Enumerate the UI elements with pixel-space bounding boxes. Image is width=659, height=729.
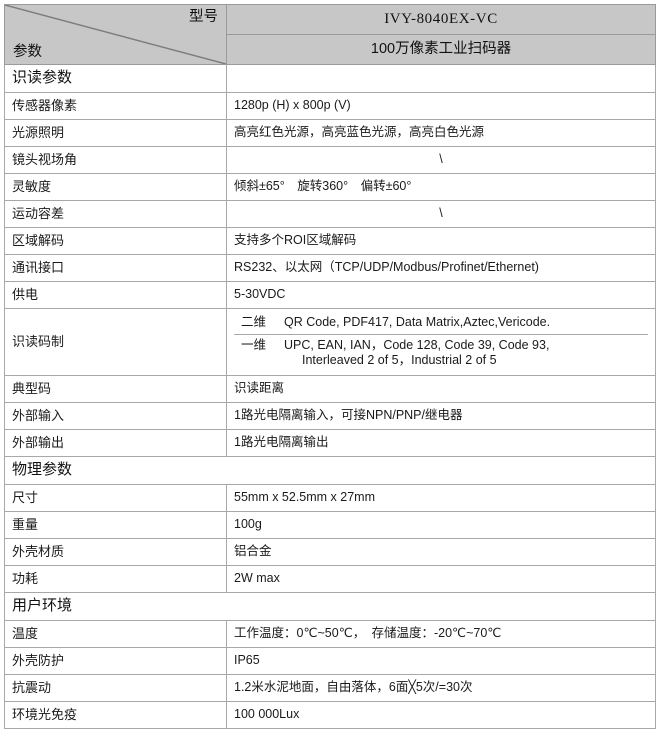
row-label: 功耗 (4, 564, 227, 593)
row-value: 1280p (H) x 800p (V) (226, 92, 656, 120)
row-value: 100 000Lux (226, 700, 656, 729)
table-row: 温度 工作温度：0℃~50℃， 存储温度：-20℃~70℃ (4, 619, 656, 648)
table-row: 光源照明 高亮红色光源，高亮蓝色光源，高亮白色光源 (4, 119, 656, 147)
row-value: RS232、以太网（TCP/UDP/Modbus/Profinet/Ethern… (226, 254, 656, 282)
table-row: 抗震动 1.2米水泥地面，自由落体，6面╳5次/=30次 (4, 673, 656, 702)
symbology-table: 二维 QR Code, PDF417, Data Matrix,Aztec,Ver… (234, 312, 648, 372)
symbology-list: QR Code, PDF417, Data Matrix,Aztec,Veric… (277, 312, 648, 335)
table-row: 镜头视场角 \ (4, 146, 656, 174)
row-label: 温度 (4, 619, 227, 648)
table-row: 外部输出 1路光电隔离输出 (4, 428, 656, 457)
table-row: 外壳防护 IP65 (4, 646, 656, 675)
symbology-line: QR Code, PDF417, Data Matrix,Aztec,Veric… (284, 315, 551, 329)
row-value: \ (226, 200, 656, 228)
row-label: 外壳防护 (4, 646, 227, 675)
symbology-line: UPC, EAN, IAN，Code 128, Code 39, Code 93… (284, 337, 550, 352)
table-row: 区域解码 支持多个ROI区域解码 (4, 227, 656, 255)
table-row: 重量 100g (4, 510, 656, 539)
table-header-row-subtitle: 100万像素工业扫码器 (5, 34, 656, 65)
row-label: 环境光免疫 (4, 700, 227, 729)
header-corner-cell: 型号参数 (4, 4, 227, 65)
row-value: 支持多个ROI区域解码 (226, 227, 656, 255)
table-row: 通讯接口 RS232、以太网（TCP/UDP/Modbus/Profinet/Et… (4, 254, 656, 282)
row-label: 区域解码 (4, 227, 227, 255)
row-label: 典型码 (4, 374, 227, 403)
table-row: 运动容差 \ (4, 200, 656, 228)
table-row: 灵敏度 倾斜±65° 旋转360° 偏转±60° (4, 173, 656, 201)
row-label: 外部输出 (4, 428, 227, 457)
specification-table: 型号 参数 IVY-8040EX-VC 100万像素工业扫码器 识读参数 传感器像素 12… (4, 4, 656, 729)
row-label: 传感器像素 (4, 92, 227, 120)
row-value: \ (226, 146, 656, 174)
row-label: 镜头视场角 (4, 146, 227, 174)
row-value: 高亮红色光源，高亮蓝色光源，高亮白色光源 (226, 119, 656, 147)
row-label: 外部输入 (4, 401, 227, 430)
row-label: 尺寸 (4, 483, 227, 512)
section-title-spacer (226, 64, 656, 93)
row-value: 2W max (226, 564, 656, 593)
section-title-row: 用户环境 (4, 591, 656, 621)
section-title: 识读参数 (4, 64, 227, 93)
row-value: 55mm x 52.5mm x 27mm (226, 483, 656, 512)
section-title: 物理参数 (4, 455, 656, 485)
symbology-row: 二维 QR Code, PDF417, Data Matrix,Aztec,Ver… (234, 312, 648, 335)
row-value: 倾斜±65° 旋转360° 偏转±60° (226, 173, 656, 201)
symbology-dimension: 一维 (234, 334, 277, 372)
row-value: 识读距离 (226, 374, 656, 403)
table-row: 传感器像素 1280p (H) x 800p (V) (4, 92, 656, 120)
row-value: 100g (226, 510, 656, 539)
header-subtitle-value: 100万像素工业扫码器 (226, 34, 656, 65)
table-row: 功耗 2W max (4, 564, 656, 593)
diagonal-divider-icon (5, 5, 226, 64)
symbology-list: UPC, EAN, IAN，Code 128, Code 39, Code 93… (277, 334, 648, 372)
table-row: 外壳材质 铝合金 (4, 537, 656, 566)
section-title-row: 物理参数 (4, 455, 656, 485)
row-label: 外壳材质 (4, 537, 227, 566)
table-header-row-model: 型号 参数 IVY-8040EX-VC (4, 4, 656, 65)
row-value: IP65 (226, 646, 656, 675)
row-value: 1路光电隔离输出 (226, 428, 656, 457)
header-model-value: IVY-8040EX-VC (226, 4, 656, 35)
row-value: 5-30VDC (226, 281, 656, 309)
table-row: 识读码制 二维 QR Code, PDF417, Data Matrix,Aztec… (4, 308, 656, 376)
row-label: 通讯接口 (4, 254, 227, 282)
row-label: 灵敏度 (4, 173, 227, 201)
row-value: 1路光电隔离输入，可接NPN/PNP/继电器 (226, 401, 656, 430)
row-label: 抗震动 (4, 673, 227, 702)
row-value: 1.2米水泥地面，自由落体，6面╳5次/=30次 (226, 673, 656, 702)
symbology-row: 一维 UPC, EAN, IAN，Code 128, Code 39, Code … (234, 334, 648, 372)
row-value: 工作温度：0℃~50℃， 存储温度：-20℃~70℃ (226, 619, 656, 648)
row-label: 光源照明 (4, 119, 227, 147)
symbology-cell: 二维 QR Code, PDF417, Data Matrix,Aztec,Ver… (226, 308, 656, 376)
row-label: 运动容差 (4, 200, 227, 228)
table-row: 典型码 识读距离 (4, 374, 656, 403)
header-parameter-label: 参数 (13, 43, 42, 60)
row-label: 供电 (4, 281, 227, 309)
section-title: 用户环境 (4, 591, 656, 621)
symbology-line: Interleaved 2 of 5，Industrial 2 of 5 (302, 353, 497, 368)
table-row: 尺寸 55mm x 52.5mm x 27mm (4, 483, 656, 512)
spec-sheet: 型号 参数 IVY-8040EX-VC 100万像素工业扫码器 识读参数 传感器像素 12… (0, 4, 659, 729)
table-row: 环境光免疫 100 000Lux (4, 700, 656, 729)
table-row: 外部输入 1路光电隔离输入，可接NPN/PNP/继电器 (4, 401, 656, 430)
section-title-row: 识读参数 (4, 64, 656, 93)
header-model-label: 型号 (189, 9, 218, 25)
row-value: 铝合金 (226, 537, 656, 566)
symbology-dimension: 二维 (234, 312, 277, 335)
table-row: 供电 5-30VDC (4, 281, 656, 309)
row-label: 重量 (4, 510, 227, 539)
row-label: 识读码制 (4, 308, 227, 376)
